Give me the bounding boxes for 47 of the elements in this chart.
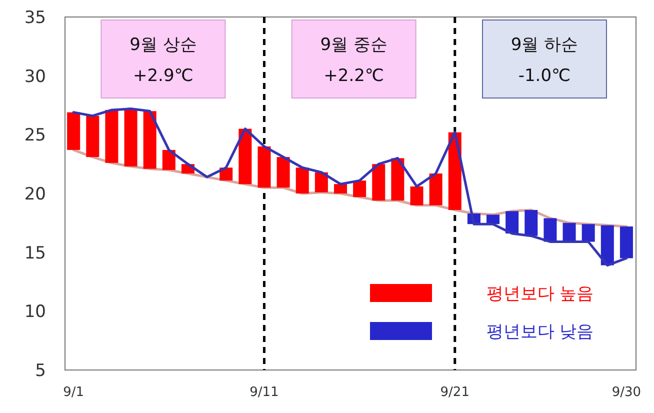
bar xyxy=(562,222,576,242)
bar xyxy=(238,128,252,184)
bar xyxy=(544,218,557,242)
bar xyxy=(105,110,118,163)
bar xyxy=(67,112,80,150)
bar xyxy=(124,108,138,166)
y-tick-label: 35 xyxy=(24,8,46,28)
bar xyxy=(314,172,328,192)
annotation-box: 9월 하순 -1.0℃ xyxy=(482,20,607,98)
bar xyxy=(429,173,442,206)
y-tick-label: 20 xyxy=(24,184,46,204)
bar xyxy=(524,210,538,236)
annotation: +2.9℃ xyxy=(133,66,194,86)
bar xyxy=(620,226,633,258)
bar xyxy=(258,146,271,188)
bar xyxy=(296,168,309,194)
annotation-box: 9월 상순 +2.9℃ xyxy=(100,20,226,98)
bar xyxy=(372,164,386,201)
bar xyxy=(506,211,519,234)
legend: 평년보다 높음 평년보다 낮음 xyxy=(370,284,594,342)
bar xyxy=(353,180,366,198)
annotation: +2.2℃ xyxy=(324,66,384,86)
line-series xyxy=(72,108,628,267)
y-tick-label: 10 xyxy=(24,302,46,322)
annotation: 9월 하순 xyxy=(510,35,578,55)
y-tick-label: 25 xyxy=(24,126,46,146)
x-tick-label: 9/1 xyxy=(63,385,84,400)
bar xyxy=(143,111,156,169)
bar xyxy=(86,116,100,158)
bar xyxy=(334,184,347,194)
y-tick-label: 30 xyxy=(24,66,46,87)
bar xyxy=(410,186,424,206)
x-tick-label: 9/30 xyxy=(612,385,642,400)
x-tick-label: 9/11 xyxy=(250,385,279,400)
x-tick-label: 9/21 xyxy=(440,385,470,400)
bar xyxy=(276,157,290,188)
bar xyxy=(600,225,614,266)
bar xyxy=(391,158,404,201)
y-tick-label: 5 xyxy=(35,361,46,381)
bar xyxy=(486,214,500,224)
annotation-box: 9월 중순 +2.2℃ xyxy=(291,20,416,98)
bar xyxy=(582,224,595,242)
annotation: 9월 중순 xyxy=(320,35,388,55)
bar xyxy=(162,150,176,170)
annotation: 9월 상순 xyxy=(130,35,197,55)
y-tick-label: 15 xyxy=(24,243,46,264)
annotation: -1.0℃ xyxy=(518,66,571,86)
